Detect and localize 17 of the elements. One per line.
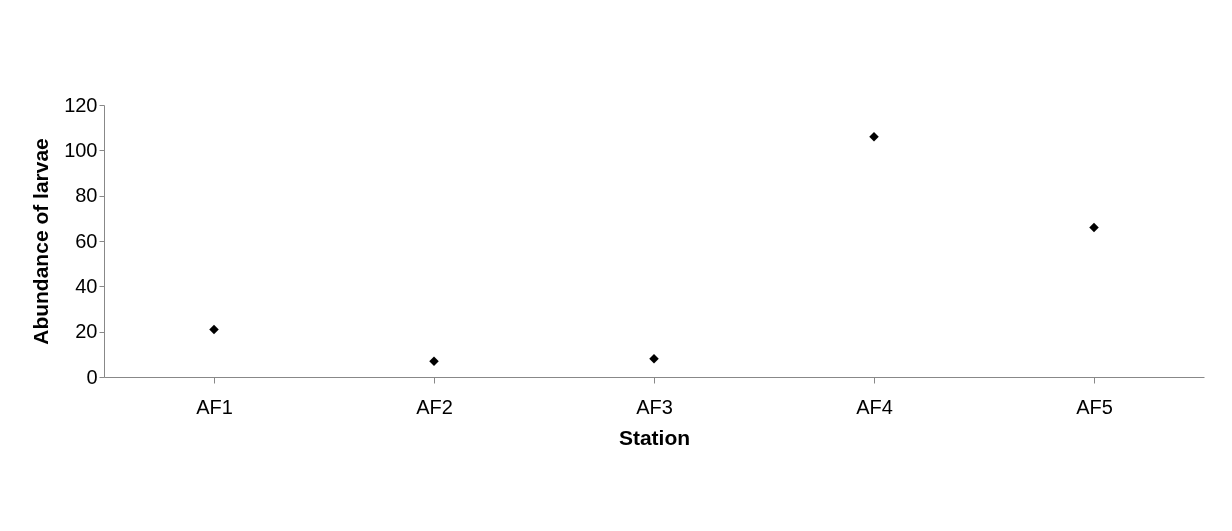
y-tick-label: 60 [75,229,98,252]
y-axis-title: Abundance of larvae [29,138,53,345]
y-tick-label: 20 [75,320,98,343]
x-tick-label: AF4 [856,395,893,418]
point [869,131,879,142]
y-tick-label: 0 [86,365,98,388]
x-tick-label: AF3 [636,395,673,418]
x-tick-label: AF2 [416,395,453,418]
y-tick-label: 40 [75,274,98,297]
x-tick-label: AF1 [196,395,233,418]
y-tick-label: 120 [64,93,98,116]
point [1089,222,1099,233]
y-tick-label: 100 [64,138,98,161]
y-tick-label: 80 [75,184,98,207]
point [209,324,219,335]
x-axis-title: Station [618,425,691,449]
x-tick-label: AF5 [1076,395,1113,418]
